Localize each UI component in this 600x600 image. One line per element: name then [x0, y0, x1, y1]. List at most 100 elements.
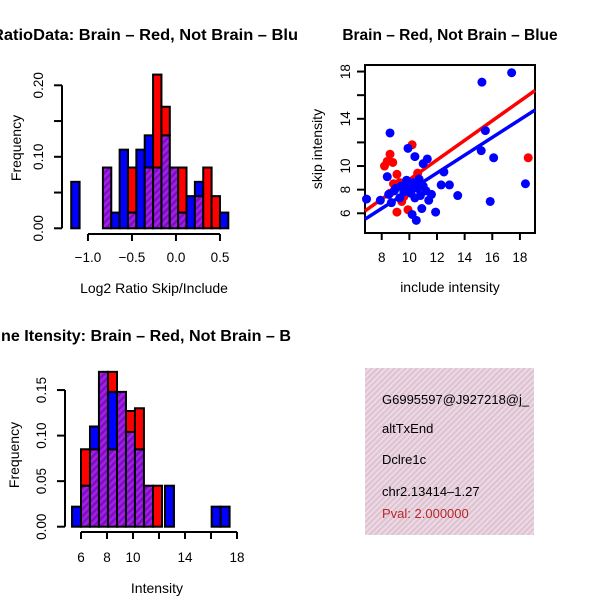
intensity-hist-bar-red — [107, 370, 119, 393]
scatter-point-blue — [422, 154, 432, 164]
ratio-hist-title: RatioData: Brain – Red, Not Brain – Blu — [0, 27, 298, 44]
intensity-hist-xtick: 14 — [177, 550, 193, 565]
ratio-hist-bar-red — [210, 195, 221, 230]
ratio-hist-bar-blue — [110, 211, 121, 230]
ratio-hist-ytick: 0.00 — [31, 215, 46, 241]
intensity-hist-bar-purple — [88, 448, 100, 528]
scatter-point-blue — [389, 186, 399, 196]
scatter-point-blue — [414, 174, 424, 184]
intensity-hist-bar-blue — [219, 505, 231, 528]
scatter-point-red — [392, 169, 402, 179]
scatter-panel: 8 10 12 14 16 18 6 8 10 14 18 Brain – Red, Not Brai… — [309, 27, 558, 295]
scatter-xtick: 14 — [457, 250, 473, 265]
ratio-hist-bar-red — [177, 166, 188, 214]
scatter-point-blue — [477, 77, 487, 87]
intensity-hist-xtick: 8 — [103, 550, 111, 565]
ratio-hist-bar-blue — [193, 180, 205, 198]
ratio-hist-bar-blue — [118, 148, 129, 230]
scatter-point-blue — [453, 191, 463, 201]
scatter-xtick: 12 — [429, 250, 444, 265]
ratio-hist-ytick: 0.10 — [31, 144, 46, 170]
intensity-hist-bar-blue — [163, 484, 175, 528]
info-event-type: altTxEnd — [382, 421, 434, 436]
ratio-hist-bar-purple — [101, 166, 113, 230]
intensity-hist-bar-purple — [133, 448, 145, 528]
intensity-hist-xtick: 10 — [125, 550, 140, 565]
scatter-point-blue — [436, 180, 446, 190]
ratio-hist-bar-purple — [193, 195, 205, 230]
intensity-hist-ylabel: Frequency — [6, 422, 22, 488]
scatter-title: Brain – Red, Not Brain – Blue — [342, 27, 558, 44]
scatter-xlabel: include intensity — [400, 279, 500, 295]
ratio-hist-bar-blue — [135, 148, 146, 230]
intensity-hist-ytick: 0.05 — [34, 468, 49, 494]
intensity-hist-bar-purple — [80, 484, 91, 528]
scatter-point-blue — [426, 189, 436, 199]
ratio-hist-xtick: 0.0 — [167, 250, 186, 265]
intensity-hist-bar-blue — [107, 390, 119, 451]
scatter-point-blue — [444, 180, 454, 190]
intensity-hist-bar-blue — [210, 505, 222, 528]
scatter-point-red — [385, 149, 395, 159]
scatter-ytick: 10 — [338, 159, 353, 174]
ratio-hist-bar-blue — [218, 211, 230, 230]
scatter-point-blue — [386, 198, 396, 208]
scatter-ytick: 14 — [338, 111, 353, 127]
scatter-point-blue — [489, 153, 499, 163]
scatter-point-blue — [410, 152, 420, 162]
scatter-point-blue — [382, 172, 392, 182]
ratio-hist-bar-purple — [168, 166, 180, 230]
ratio-hist-bar-purple — [152, 166, 163, 230]
intensity-hist-bar-red — [80, 448, 91, 487]
scatter-point-blue — [395, 193, 405, 203]
scatter-ylabel: skip intensity — [309, 109, 325, 189]
ratio-hist-bar-blue — [185, 195, 196, 230]
ratio-hist-bar-purple — [160, 134, 171, 230]
intensity-hist-ytick: 0.00 — [34, 514, 49, 540]
scatter-ytick: 18 — [338, 64, 353, 79]
intensity-hist-xtick: 6 — [77, 550, 85, 565]
intensity-hist-xtick: 18 — [229, 550, 244, 565]
ratio-hist-xtick: −0.5 — [119, 250, 146, 265]
ratio-hist-xlabel: Log2 Ratio Skip/Include — [80, 280, 228, 296]
intensity-hist-title: ne Itensity: Brain – Red, Not Brain – B — [1, 328, 291, 345]
scatter-point-blue — [476, 146, 486, 156]
scatter-point-blue — [507, 68, 517, 78]
intensity-hist-bar-purple — [116, 390, 127, 528]
intensity-histogram-panel: 0.00 0.05 0.10 0.15 6 8 10 14 18 ne Itensity: Bra… — [1, 328, 291, 596]
scatter-point-blue — [375, 195, 385, 205]
info-pval: Pval: 2.000000 — [382, 506, 469, 521]
scatter-point-blue — [431, 207, 441, 217]
intensity-hist-ytick: 0.15 — [34, 377, 49, 403]
ratio-hist-bar-red — [152, 73, 163, 169]
scatter-ytick: 6 — [338, 210, 353, 218]
ratio-hist-bar-purple — [127, 211, 138, 230]
scatter-xtick: 10 — [402, 250, 417, 265]
info-box: G6995597@J927218@j_ altTxEnd Dclre1c chr… — [365, 368, 534, 535]
ratio-hist-bar-purple — [143, 166, 155, 230]
intensity-hist-xlabel: Intensity — [131, 580, 183, 596]
scatter-ytick: 8 — [338, 186, 353, 194]
intensity-hist-ytick: 0.10 — [34, 422, 49, 448]
info-gene-name: Dclre1c — [382, 452, 427, 467]
intensity-hist-bar-purple — [97, 370, 109, 528]
intensity-hist-bar-red — [152, 484, 163, 528]
intensity-hist-bar-blue — [88, 425, 100, 451]
intensity-hist-bar-purple — [124, 430, 136, 528]
scatter-point-blue — [439, 167, 449, 177]
scatter-point-blue — [485, 196, 495, 206]
intensity-hist-bar-purple — [143, 484, 155, 528]
ratio-histogram-panel: 0.00 0.10 0.20 −1.0 −0.5 0.0 0.5 RatioData: Bra… — [0, 27, 298, 296]
scatter-point-blue — [520, 179, 530, 189]
scatter-point-blue — [411, 215, 421, 225]
scatter-point-blue — [480, 126, 490, 136]
info-probe-id: G6995597@J927218@j_ — [382, 392, 530, 407]
scatter-point-blue — [362, 194, 372, 204]
intensity-hist-bar-purple — [107, 448, 119, 528]
ratio-hist-xtick: −1.0 — [75, 250, 102, 265]
ratio-hist-bar-blue — [143, 134, 155, 169]
intensity-hist-bar-red — [124, 410, 136, 433]
ratio-hist-ytick: 0.20 — [31, 72, 46, 98]
